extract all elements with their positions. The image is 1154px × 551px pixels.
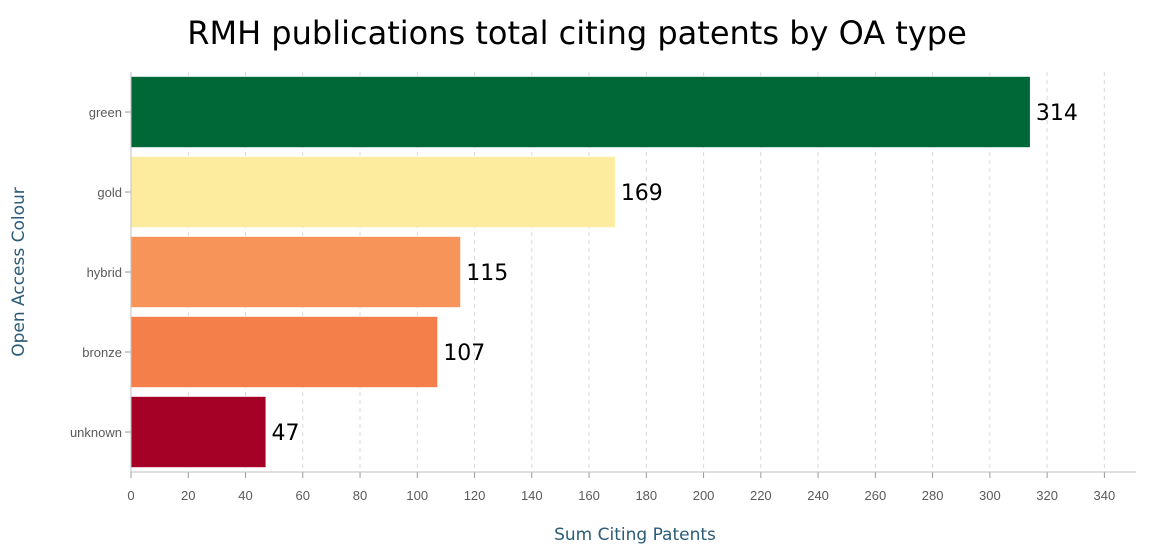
x-tick-label: 340 — [1094, 488, 1116, 503]
value-label-gold: 169 — [621, 181, 663, 206]
y-axis-title: Open Access Colour — [9, 187, 29, 357]
bar-bronze — [131, 316, 438, 388]
x-tick-label: 80 — [353, 488, 367, 503]
x-tick-label: 180 — [635, 488, 657, 503]
x-axis-title: Sum Citing Patents — [554, 525, 716, 545]
bar-hybrid — [131, 236, 461, 308]
bar-green — [131, 76, 1030, 148]
x-tick-label: 20 — [181, 488, 195, 503]
x-tick-label: 120 — [464, 488, 486, 503]
x-tick-label: 40 — [238, 488, 252, 503]
x-tick-label: 60 — [296, 488, 310, 503]
bar-gold — [131, 156, 615, 228]
x-tick-label: 0 — [127, 488, 134, 503]
x-tick-label: 240 — [807, 488, 829, 503]
x-tick-label: 100 — [406, 488, 428, 503]
x-tick-label: 280 — [922, 488, 944, 503]
bar-unknown — [131, 396, 266, 468]
x-tick-label: 140 — [521, 488, 543, 503]
x-tick-label: 200 — [693, 488, 715, 503]
x-tick-label: 260 — [864, 488, 886, 503]
category-label-unknown: unknown — [70, 425, 122, 440]
value-label-unknown: 47 — [272, 421, 300, 446]
x-tick-label: 160 — [578, 488, 600, 503]
value-label-bronze: 107 — [443, 341, 485, 366]
category-label-green: green — [89, 105, 122, 120]
chart-title: RMH publications total citing patents by… — [187, 14, 967, 52]
x-tick-label: 320 — [1036, 488, 1058, 503]
category-label-gold: gold — [97, 185, 122, 200]
category-label-bronze: bronze — [82, 345, 122, 360]
x-tick-label: 300 — [979, 488, 1001, 503]
x-tick-label: 220 — [750, 488, 772, 503]
value-label-green: 314 — [1036, 101, 1078, 126]
value-label-hybrid: 115 — [466, 261, 508, 286]
category-label-hybrid: hybrid — [87, 265, 122, 280]
